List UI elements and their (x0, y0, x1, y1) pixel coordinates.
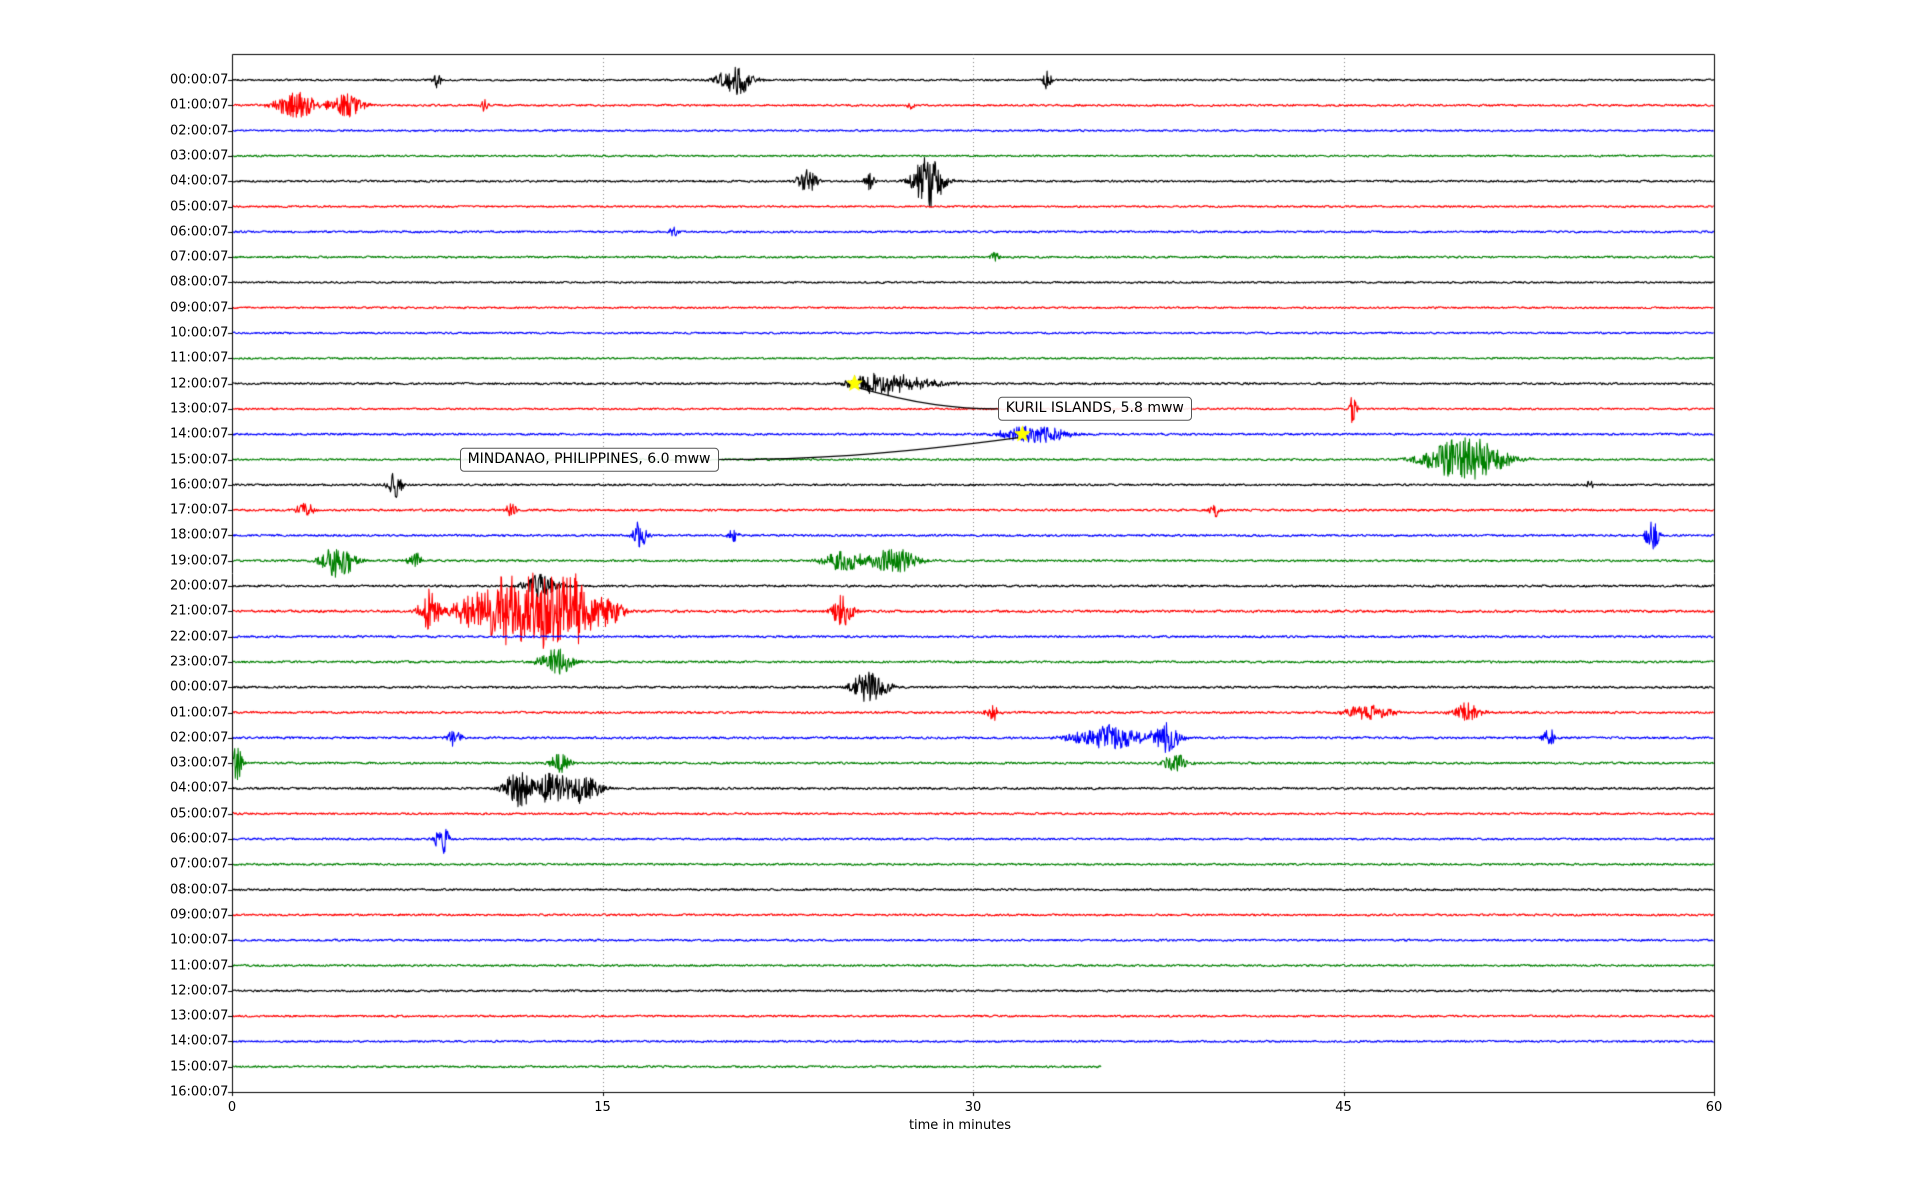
y-axis-tick-label: 15:00:07 (170, 1059, 229, 1075)
y-axis-tick-label: 18:00:07 (170, 527, 229, 543)
annotation-label-mindanao-philippines: MINDANAO, PHILIPPINES, 6.0 mww (459, 447, 719, 472)
annotation-label-kuril-islands: KURIL ISLANDS, 5.8 mww (997, 396, 1192, 422)
y-axis-tick-label: 09:00:07 (170, 300, 229, 316)
y-axis-tick-label: 07:00:07 (170, 249, 229, 265)
y-axis-tick-label: 15:00:07 (170, 452, 229, 467)
y-axis-tick-label: 10:00:07 (170, 325, 229, 341)
y-axis-tick-label: 12:00:07 (170, 376, 229, 392)
y-axis-tick-label: 05:00:07 (170, 806, 229, 822)
y-axis-tick-label: 03:00:07 (170, 755, 229, 771)
y-axis-tick-label: 00:00:07 (170, 679, 229, 695)
y-axis-tick-label: 04:00:07 (170, 173, 229, 189)
y-axis-tick-label: 23:00:07 (170, 654, 229, 670)
y-axis-tick-label: 07:00:07 (170, 856, 229, 872)
y-axis-tick-label: 19:00:07 (170, 553, 229, 569)
x-axis-tick-label: 45 (1335, 1100, 1352, 1115)
y-axis-tick-label: 21:00:07 (170, 603, 229, 619)
y-axis-tick-label: 14:00:07 (170, 1033, 229, 1049)
y-axis-tick-label: 00:00:07 (170, 72, 229, 88)
x-axis-tick-label: 15 (594, 1100, 611, 1115)
y-axis-tick-label: 22:00:07 (170, 629, 229, 645)
y-axis-tick-label: 05:00:07 (170, 199, 229, 214)
y-axis-tick-label: 02:00:07 (170, 730, 229, 746)
y-axis-tick-label: 06:00:07 (170, 224, 229, 240)
y-axis-tick-label: 01:00:07 (170, 705, 229, 720)
y-axis-tick-label: 06:00:07 (170, 831, 229, 847)
x-axis-tick-label: 60 (1705, 1100, 1723, 1115)
y-axis-tick-label: 13:00:07 (170, 401, 229, 417)
y-axis-tick-label: 12:00:07 (170, 983, 229, 999)
x-axis-tick-label: 0 (227, 1100, 237, 1115)
y-axis-tick-label: 11:00:07 (170, 958, 229, 973)
y-axis-tick-label: 01:00:07 (170, 97, 229, 113)
y-axis-tick-label: 17:00:07 (170, 502, 229, 518)
y-axis-tick-label: 09:00:07 (170, 907, 229, 923)
x-axis-tick-label: 30 (964, 1100, 982, 1115)
y-axis-tick-label: 08:00:07 (170, 882, 229, 898)
y-axis-tick-label: 08:00:07 (170, 274, 229, 290)
y-axis-tick-label: 02:00:07 (170, 123, 229, 139)
y-axis-tick-label: 11:00:07 (170, 350, 229, 366)
y-axis-tick-label: 03:00:07 (170, 148, 229, 164)
y-axis-tick-label: 13:00:07 (170, 1008, 229, 1024)
y-axis-tick-label: 04:00:07 (170, 780, 229, 796)
y-axis-tick-label: 10:00:07 (170, 932, 229, 948)
y-axis-tick-label: 16:00:07 (170, 477, 229, 493)
y-axis-tick-label: 16:00:07 (170, 1084, 229, 1100)
y-axis-tick-label: 14:00:07 (170, 426, 229, 442)
y-axis-tick-label: 20:00:07 (170, 578, 229, 594)
x-axis-title: time in minutes (908, 1118, 1012, 1133)
